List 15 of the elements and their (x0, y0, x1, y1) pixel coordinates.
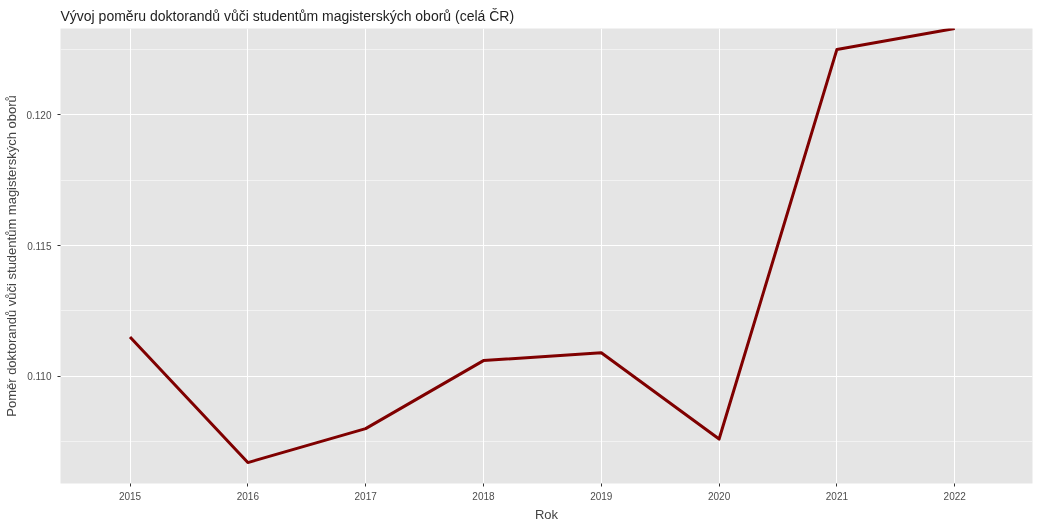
y-tick-label: 0.120 (26, 109, 52, 121)
x-tick-label: 2021 (825, 490, 849, 502)
y-axis-title: Poměr doktorandů vůči studentům magisterských oborů (4, 95, 20, 417)
line-series (128, 28, 957, 465)
x-tick-label: 2019 (590, 490, 613, 502)
x-tick-label: 2015 (118, 490, 142, 502)
x-tick-label: 2016 (236, 490, 260, 502)
x-tick-label: 2022 (943, 490, 967, 502)
x-tick-label: 2017 (354, 490, 378, 502)
x-tick-label: 2018 (472, 490, 496, 502)
y-tick-label: 0.115 (27, 240, 52, 252)
chart-title: Vývoj poměru doktorandů vůči studentům magisterských oborů (celá ČR) (60, 7, 515, 24)
x-axis-title: Rok (534, 506, 559, 522)
x-tick-label: 2020 (707, 490, 731, 502)
y-tick-label: 0.110 (27, 371, 52, 383)
